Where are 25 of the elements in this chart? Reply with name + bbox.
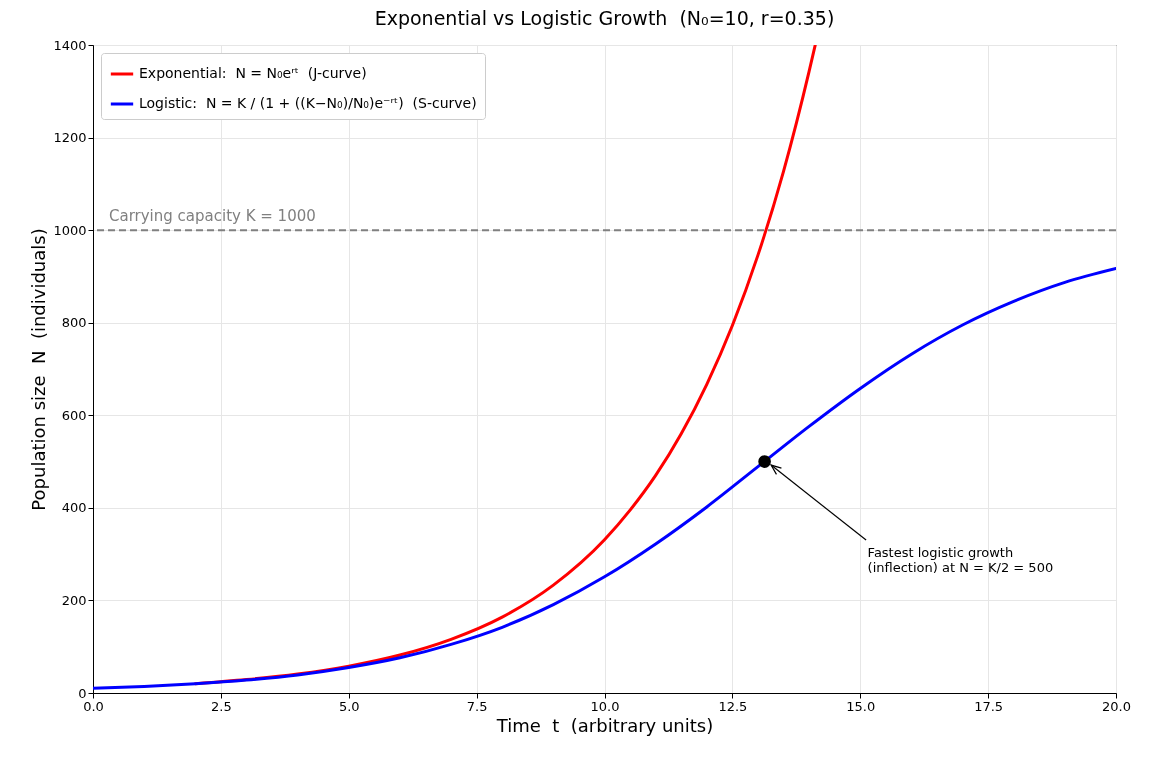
y-tick-label: 1400 [53,37,87,53]
y-tick-label: 1200 [53,130,87,146]
legend-label: Exponential: N = N₀eʳᵗ (J-curve) [139,65,367,81]
chart-title: Exponential vs Logistic Growth (N₀=10, r=0.35) [374,7,835,29]
x-tick-label: 12.5 [718,698,748,714]
x-tick-label: 17.5 [974,698,1004,714]
y-tick-label: 800 [61,315,87,331]
x-tick-label: 15.0 [846,698,876,714]
x-tick-label: 5.0 [338,698,360,714]
x-axis-title: Time t (arbitrary units) [495,714,714,736]
y-tick-label: 1000 [53,222,87,238]
x-tick-label: 20.0 [1102,698,1131,714]
y-tick-label: 200 [61,592,87,608]
y-axis-title: Population size N (individuals) [28,228,50,511]
x-tick-label: 10.0 [590,698,620,714]
y-tick-label: 0 [78,685,87,701]
y-tick-label: 400 [61,500,87,516]
annotation: Fastest logistic growth (inflection) at N = K/2 = 500 [867,544,1054,575]
ref-line-label: Carrying capacity K = 1000 [109,207,316,226]
line-series [93,267,1116,690]
y-tick-label: 600 [61,407,87,423]
x-tick-label: 7.5 [466,698,488,714]
legend-label: Logistic: N = K / (1 + ((K−N₀)/N₀)e⁻ʳᵗ) (S-curve) [139,95,477,111]
x-tick-label: 2.5 [211,698,232,714]
x-tick-label: 0.0 [83,698,104,714]
